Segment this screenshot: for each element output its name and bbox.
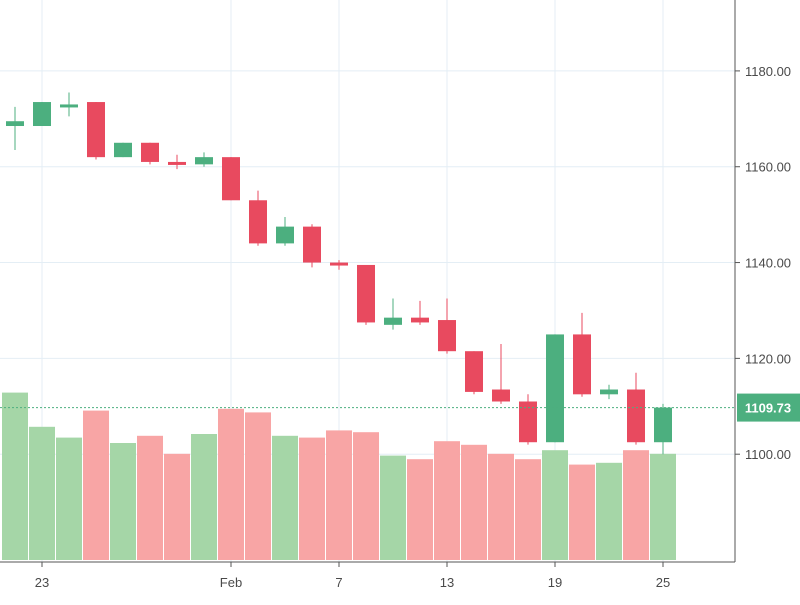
candle-body	[546, 334, 564, 443]
volume-bar	[83, 410, 109, 560]
volume-bar	[29, 426, 55, 560]
volume-bar	[299, 437, 325, 560]
time-tick-label: 23	[35, 575, 49, 590]
candle-body	[330, 262, 348, 266]
volume-bar	[380, 455, 406, 560]
volume-bar	[164, 453, 190, 560]
volume-bar	[407, 459, 433, 560]
volume-bar	[2, 392, 28, 560]
current-price-badge	[737, 393, 800, 422]
time-tick-label: 19	[548, 575, 562, 590]
candle-body	[519, 401, 537, 443]
candle-body	[33, 102, 51, 127]
candle-body	[654, 407, 672, 443]
time-tick-label: 7	[335, 575, 342, 590]
time-tick-label: 25	[656, 575, 670, 590]
candle-body	[168, 161, 186, 165]
candle-body	[303, 226, 321, 263]
volume-bar	[434, 441, 460, 560]
candle-body	[627, 389, 645, 443]
time-tick-label: 13	[440, 575, 454, 590]
time-tick-label: Feb	[220, 575, 242, 590]
candle-body	[276, 226, 294, 244]
volume-bar	[56, 437, 82, 560]
axes	[0, 0, 740, 567]
volume-bar	[542, 450, 568, 560]
price-tick-label: 1100.00	[745, 447, 791, 462]
volume-bar	[326, 430, 352, 560]
candle-body	[141, 142, 159, 162]
candle-body	[492, 389, 510, 402]
volume-bar	[353, 432, 379, 560]
volume-bar	[650, 453, 676, 560]
candle-body	[573, 334, 591, 395]
volume-bar	[623, 450, 649, 560]
price-tick-label: 1120.00	[745, 351, 791, 366]
volume-bar	[515, 459, 541, 560]
candle-body	[465, 351, 483, 392]
volume-bar	[137, 435, 163, 560]
candle-body	[357, 264, 375, 323]
volume-bar	[191, 434, 217, 560]
candles	[6, 92, 672, 455]
volume-bar	[488, 453, 514, 560]
candle-body	[249, 200, 267, 244]
volume-bar	[272, 435, 298, 560]
candle-body	[222, 157, 240, 201]
candle-body	[87, 102, 105, 158]
candle-body	[438, 320, 456, 352]
price-tick-label: 1180.00	[745, 64, 791, 79]
volume-bar	[596, 462, 622, 560]
candle-body	[114, 142, 132, 158]
candle-body	[411, 317, 429, 323]
candle-body	[195, 157, 213, 165]
volume-bar	[218, 408, 244, 560]
candle-body	[600, 389, 618, 395]
candle-body	[6, 121, 24, 127]
axis-labels: 1100.00 1120.00 1140.00 1160.00 1180.00 23 Feb…	[35, 64, 800, 590]
price-tick-label: 1160.00	[745, 160, 791, 175]
volume-bar	[569, 464, 595, 560]
volume-bar	[110, 443, 136, 560]
price-tick-label: 1140.00	[745, 256, 791, 271]
candle-body	[384, 317, 402, 325]
volume-bar	[245, 412, 271, 560]
volume-bars	[2, 392, 676, 560]
candle-body	[60, 104, 78, 108]
volume-bar	[461, 444, 487, 560]
current-price-label: 1109.73	[745, 401, 791, 416]
